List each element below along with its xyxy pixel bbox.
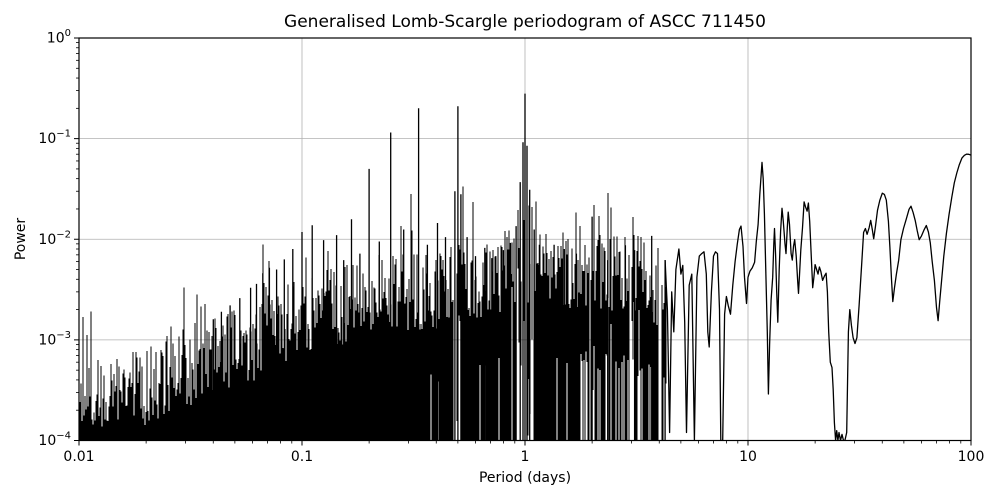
y-tick-label: 10−3: [38, 330, 71, 349]
y-tick-label: 100: [47, 28, 71, 47]
x-tick-label: 0.1: [291, 449, 313, 465]
x-tick-labels: 0.01 0.1 1 10 100: [63, 449, 984, 465]
periodogram-peaks: [212, 93, 666, 441]
y-axis-label: Power: [13, 217, 29, 261]
chart-title: Generalised Lomb-Scargle periodogram of …: [284, 12, 766, 32]
periodogram-curve: [664, 153, 971, 441]
x-tick-label: 100: [958, 449, 985, 465]
x-tick-label: 0.01: [63, 449, 94, 465]
x-tick-label: 10: [739, 449, 757, 465]
plot-frame: [78, 37, 972, 442]
periodogram-noise: [79, 186, 667, 441]
y-tick-label: 10−1: [38, 129, 71, 148]
y-tick-labels: 100 10−1 10−2 10−3 10−4: [38, 28, 71, 449]
y-tick-label: 10−4: [38, 431, 71, 450]
x-axis-label: Period (days): [478, 470, 572, 486]
y-tick-label: 10−2: [38, 229, 71, 248]
x-tick-label: 1: [521, 449, 530, 465]
